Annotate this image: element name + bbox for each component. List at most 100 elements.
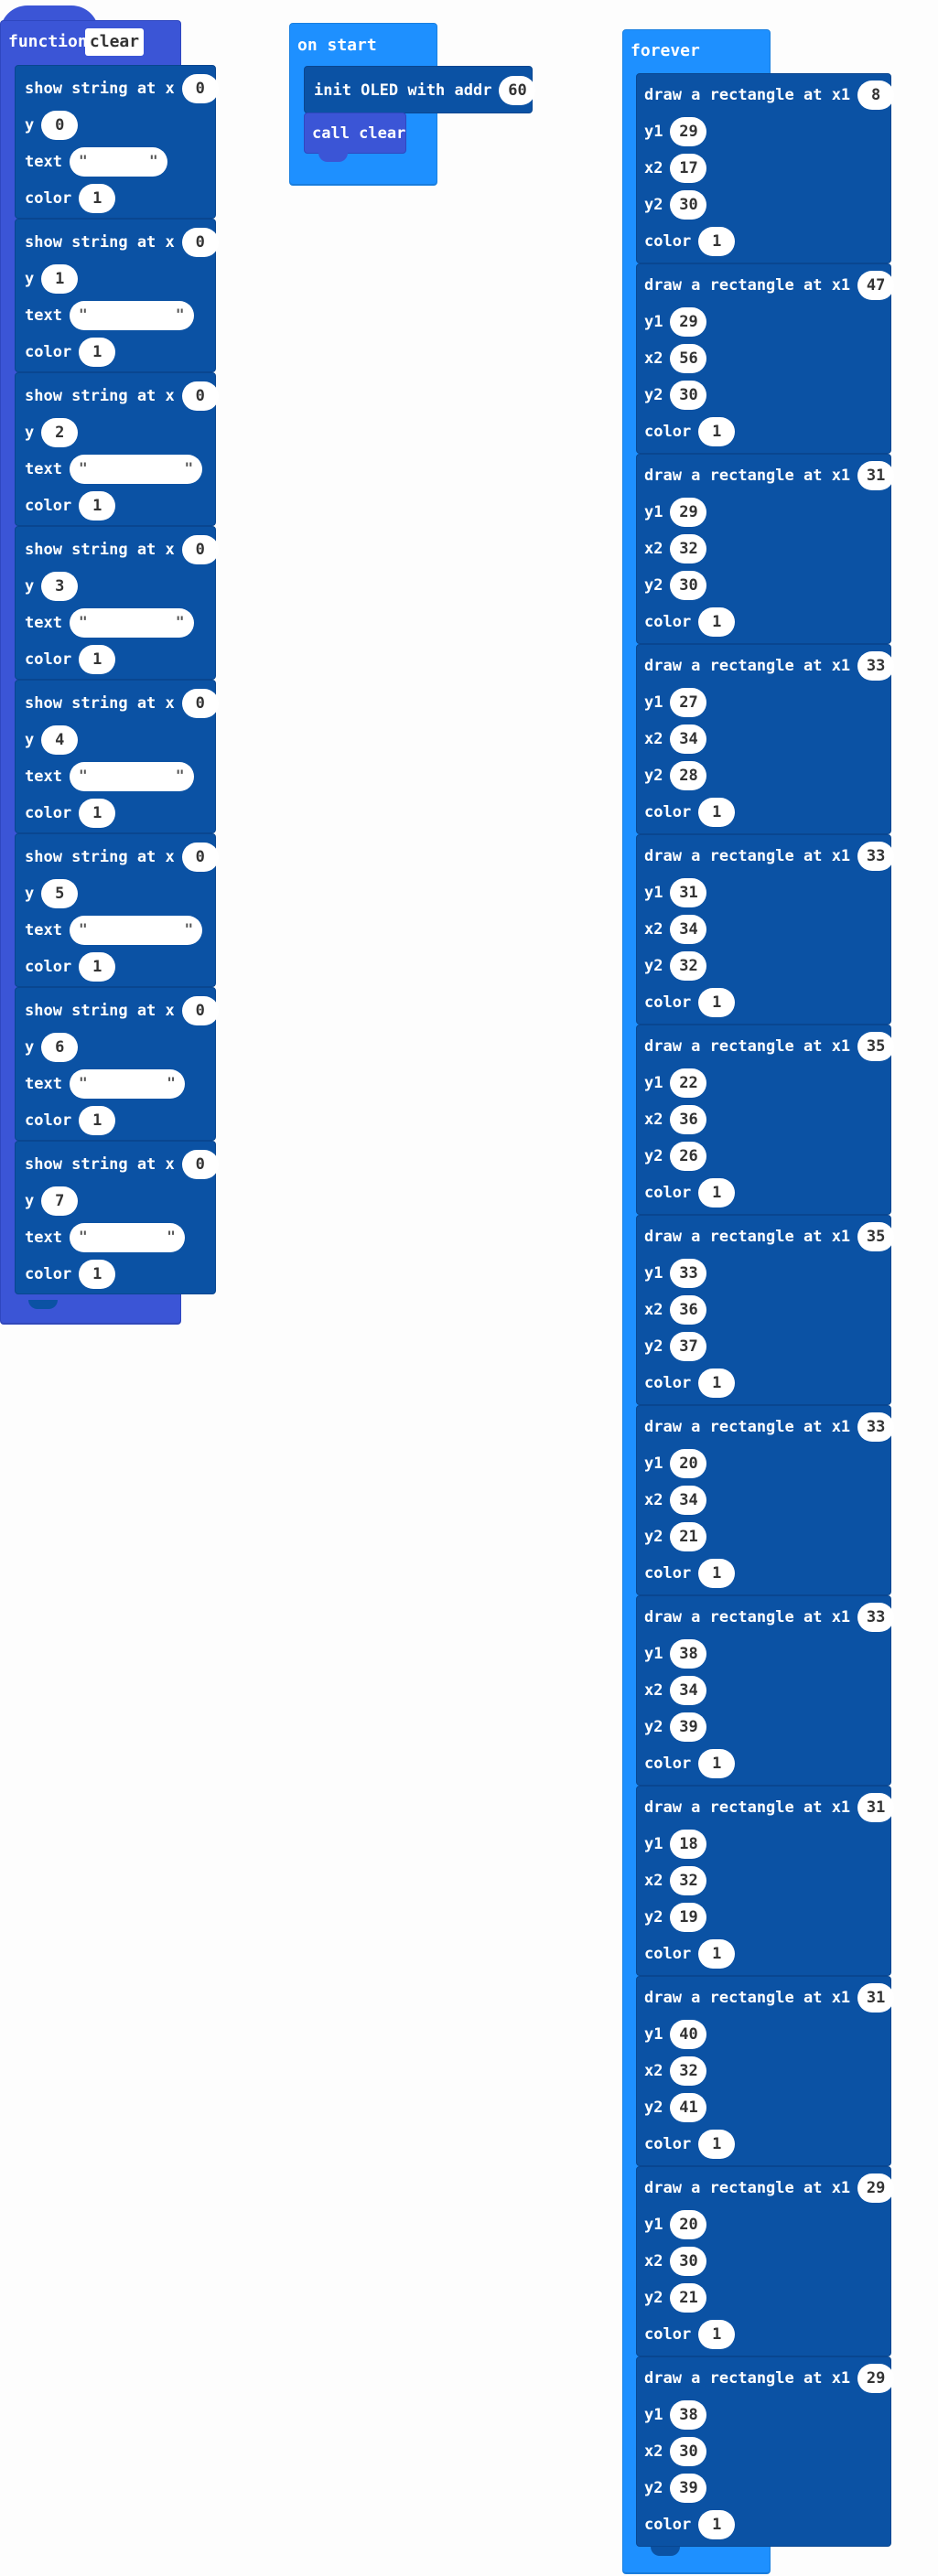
- x2-input[interactable]: 34: [670, 1486, 707, 1515]
- x1-input[interactable]: 33: [857, 1603, 895, 1632]
- color-input[interactable]: 1: [79, 799, 116, 828]
- y1-input[interactable]: 18: [670, 1830, 707, 1859]
- draw-rectangle-statement[interactable]: draw a rectangle at x1 33 y1 20 x2 34 y2 21 colo…: [636, 1405, 895, 1595]
- x2-input[interactable]: 32: [670, 534, 707, 564]
- text-input[interactable]: " ": [69, 147, 167, 177]
- draw-rectangle-statement[interactable]: draw a rectangle at x1 29 y1 20 x2 30 y2 21 colo…: [636, 2166, 895, 2356]
- text-input[interactable]: " ": [69, 916, 203, 945]
- show-string-statement[interactable]: show string at x 0 y 7 text " " color 1: [15, 1141, 219, 1294]
- y1-input[interactable]: 33: [670, 1259, 707, 1288]
- x2-input[interactable]: 17: [670, 154, 707, 183]
- y1-input[interactable]: 31: [670, 878, 707, 907]
- y1-input[interactable]: 38: [670, 2400, 707, 2430]
- y2-input[interactable]: 39: [670, 2474, 707, 2503]
- y-input[interactable]: 0: [41, 111, 79, 140]
- text-input[interactable]: " ": [69, 301, 194, 330]
- y-input[interactable]: 5: [41, 879, 79, 908]
- y2-input[interactable]: 37: [670, 1332, 707, 1361]
- color-input[interactable]: 1: [698, 1749, 736, 1778]
- draw-rectangle-statement[interactable]: draw a rectangle at x1 31 y1 18 x2 32 y2 19 colo…: [636, 1786, 895, 1976]
- x-input[interactable]: 0: [181, 74, 219, 103]
- text-input[interactable]: " ": [69, 762, 194, 791]
- y2-input[interactable]: 21: [670, 1522, 707, 1551]
- x-input[interactable]: 0: [181, 1150, 219, 1179]
- y-input[interactable]: 3: [41, 572, 79, 601]
- x2-input[interactable]: 30: [670, 2247, 707, 2276]
- color-input[interactable]: 1: [79, 645, 116, 674]
- y1-input[interactable]: 40: [670, 2020, 707, 2049]
- y2-input[interactable]: 28: [670, 761, 707, 790]
- color-input[interactable]: 1: [698, 988, 736, 1017]
- x-input[interactable]: 0: [181, 689, 219, 718]
- x2-input[interactable]: 56: [670, 344, 707, 373]
- show-string-statement[interactable]: show string at x 0 y 4 text " " color 1: [15, 680, 219, 833]
- x-input[interactable]: 0: [181, 535, 219, 564]
- x1-input[interactable]: 29: [857, 2174, 895, 2203]
- y2-input[interactable]: 41: [670, 2093, 707, 2122]
- y2-input[interactable]: 32: [670, 951, 707, 981]
- color-input[interactable]: 1: [79, 491, 116, 521]
- x2-input[interactable]: 34: [670, 915, 707, 944]
- init-oled-addr-input[interactable]: 60: [499, 76, 536, 105]
- color-input[interactable]: 1: [698, 2510, 736, 2539]
- show-string-statement[interactable]: show string at x 0 y 1 text " " color 1: [15, 219, 219, 372]
- x2-input[interactable]: 36: [670, 1105, 707, 1134]
- draw-rectangle-statement[interactable]: draw a rectangle at x1 33 y1 27 x2 34 y2 28 colo…: [636, 644, 895, 834]
- x1-input[interactable]: 33: [857, 1412, 895, 1442]
- show-string-statement[interactable]: show string at x 0 y 6 text " " color 1: [15, 987, 219, 1141]
- x1-input[interactable]: 8: [857, 80, 895, 110]
- x1-input[interactable]: 35: [857, 1222, 895, 1251]
- text-input[interactable]: " ": [69, 455, 203, 484]
- color-input[interactable]: 1: [698, 607, 736, 637]
- x1-input[interactable]: 33: [857, 842, 895, 871]
- y2-input[interactable]: 30: [670, 381, 707, 410]
- draw-rectangle-statement[interactable]: draw a rectangle at x1 31 y1 40 x2 32 y2 41 colo…: [636, 1976, 895, 2166]
- y-input[interactable]: 2: [41, 418, 79, 447]
- x-input[interactable]: 0: [181, 381, 219, 411]
- call-clear-statement[interactable]: call clear: [304, 113, 406, 154]
- x2-input[interactable]: 34: [670, 1676, 707, 1705]
- color-input[interactable]: 1: [698, 2130, 736, 2159]
- x1-input[interactable]: 29: [857, 2364, 895, 2393]
- y-input[interactable]: 4: [41, 725, 79, 755]
- x1-input[interactable]: 31: [857, 1983, 895, 2012]
- init-oled-statement[interactable]: init OLED with addr 60: [304, 66, 536, 113]
- x2-input[interactable]: 30: [670, 2437, 707, 2466]
- color-input[interactable]: 1: [698, 798, 736, 827]
- show-string-statement[interactable]: show string at x 0 y 3 text " " color 1: [15, 526, 219, 680]
- x1-input[interactable]: 33: [857, 651, 895, 681]
- draw-rectangle-statement[interactable]: draw a rectangle at x1 31 y1 29 x2 32 y2 30 colo…: [636, 454, 895, 644]
- y1-input[interactable]: 20: [670, 2210, 707, 2239]
- color-input[interactable]: 1: [79, 1260, 116, 1289]
- x1-input[interactable]: 47: [857, 271, 895, 300]
- y-input[interactable]: 7: [41, 1186, 79, 1216]
- text-input[interactable]: " ": [69, 608, 194, 638]
- color-input[interactable]: 1: [79, 952, 116, 982]
- y2-input[interactable]: 30: [670, 190, 707, 220]
- y2-input[interactable]: 19: [670, 1903, 707, 1932]
- text-input[interactable]: " ": [69, 1223, 185, 1252]
- x2-input[interactable]: 34: [670, 724, 707, 754]
- x1-input[interactable]: 35: [857, 1032, 895, 1061]
- y-input[interactable]: 1: [41, 264, 79, 294]
- draw-rectangle-statement[interactable]: draw a rectangle at x1 33 y1 38 x2 34 y2 39 colo…: [636, 1595, 895, 1786]
- x2-input[interactable]: 32: [670, 2056, 707, 2086]
- y1-input[interactable]: 29: [670, 307, 707, 337]
- x2-input[interactable]: 32: [670, 1866, 707, 1895]
- y2-input[interactable]: 39: [670, 1712, 707, 1742]
- y1-input[interactable]: 29: [670, 498, 707, 527]
- x1-input[interactable]: 31: [857, 1793, 895, 1822]
- x1-input[interactable]: 31: [857, 461, 895, 490]
- color-input[interactable]: 1: [698, 227, 736, 256]
- x-input[interactable]: 0: [181, 996, 219, 1025]
- color-input[interactable]: 1: [698, 1368, 736, 1398]
- show-string-statement[interactable]: show string at x 0 y 5 text " " color 1: [15, 833, 219, 987]
- x2-input[interactable]: 36: [670, 1295, 707, 1325]
- draw-rectangle-statement[interactable]: draw a rectangle at x1 29 y1 38 x2 30 y2 39 colo…: [636, 2356, 895, 2547]
- y1-input[interactable]: 20: [670, 1449, 707, 1478]
- draw-rectangle-statement[interactable]: draw a rectangle at x1 33 y1 31 x2 34 y2 32 colo…: [636, 834, 895, 1025]
- draw-rectangle-statement[interactable]: draw a rectangle at x1 35 y1 33 x2 36 y2 37 colo…: [636, 1215, 895, 1405]
- color-input[interactable]: 1: [79, 1106, 116, 1135]
- function-name-field[interactable]: clear: [85, 28, 144, 56]
- color-input[interactable]: 1: [698, 1559, 736, 1588]
